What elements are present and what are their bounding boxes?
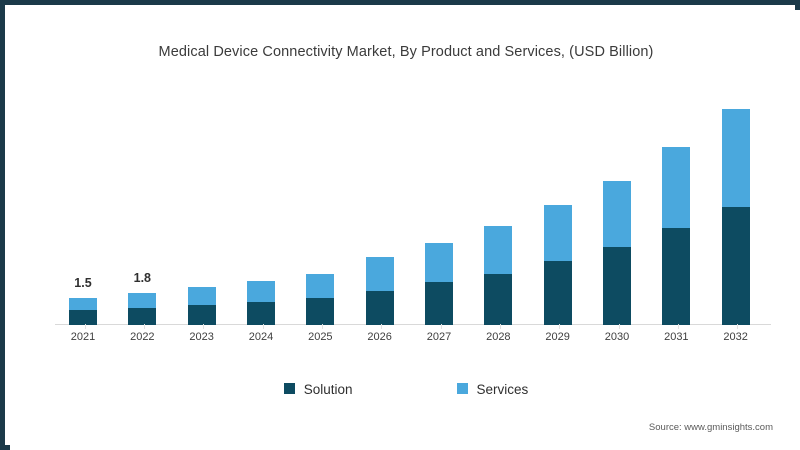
bar-group-2027[interactable]	[411, 86, 467, 325]
chart-canvas: Medical Device Connectivity Market, By P…	[10, 10, 800, 450]
bar-stack[interactable]	[484, 226, 513, 325]
source-note: Source: www.gminsights.com	[648, 422, 773, 433]
bar-segment-solution[interactable]	[721, 207, 750, 325]
bar-segment-solution[interactable]	[306, 298, 335, 325]
x-tick-mark	[500, 324, 501, 329]
x-axis-label-2030: 2030	[604, 331, 630, 343]
x-tick-mark	[262, 324, 264, 329]
bar-segment-solution[interactable]	[543, 261, 572, 325]
bar-group-2025[interactable]	[292, 86, 348, 325]
bar-stack[interactable]	[128, 292, 157, 325]
x-tick-mark	[737, 324, 739, 329]
x-axis-label-2025: 2025	[308, 331, 333, 343]
bar-segment-solution[interactable]	[247, 302, 275, 325]
bar-stack[interactable]	[306, 274, 335, 325]
bar-segment-solution[interactable]	[128, 308, 157, 325]
bar-segment-services[interactable]	[247, 280, 275, 302]
bar-stack[interactable]	[247, 280, 275, 325]
x-tick-mark	[203, 324, 205, 329]
bar-stack[interactable]	[721, 109, 750, 325]
bar-group-2031[interactable]	[648, 86, 704, 325]
bar-segment-services[interactable]	[484, 226, 513, 275]
bar-group-2024[interactable]	[233, 86, 289, 325]
bar-stack[interactable]	[543, 205, 572, 325]
chart-title: Medical Device Connectivity Market, By P…	[158, 44, 654, 60]
x-axis-label-2023: 2023	[189, 331, 214, 343]
chart-legend: Solution Services	[11, 381, 800, 397]
bar-value-label-2021: 1.5	[74, 276, 92, 291]
bar-segment-services[interactable]	[187, 287, 216, 306]
bar-segment-services[interactable]	[543, 205, 572, 262]
bar-stack[interactable]	[603, 181, 631, 325]
x-axis-label-2031: 2031	[664, 331, 689, 343]
x-axis-label-2024: 2024	[248, 331, 274, 343]
x-tick-mark	[381, 324, 383, 329]
x-tick-mark	[618, 324, 620, 329]
legend-item-services[interactable]: Services	[456, 381, 529, 397]
x-axis-label-2026: 2026	[367, 331, 392, 343]
x-tick-mark	[322, 324, 323, 329]
bar-segment-solution[interactable]	[484, 274, 513, 325]
bar-group-2030[interactable]	[589, 86, 645, 325]
bar-segment-services[interactable]	[662, 147, 691, 229]
bar-group-2032[interactable]	[708, 86, 764, 325]
bar-segment-services[interactable]	[306, 274, 335, 299]
legend-label-services: Services	[476, 381, 529, 397]
bar-segment-solution[interactable]	[187, 305, 216, 325]
bar-segment-solution[interactable]	[365, 291, 394, 325]
bar-stack[interactable]	[425, 243, 453, 325]
bar-segment-services[interactable]	[128, 292, 157, 309]
bar-group-2028[interactable]	[470, 86, 526, 325]
bar-stack[interactable]	[365, 257, 394, 325]
x-axis-label-2028: 2028	[486, 331, 511, 343]
bar-group-2029[interactable]	[530, 86, 586, 325]
bar-value-label-2022: 1.8	[133, 270, 152, 285]
square-swatch-icon	[283, 382, 295, 394]
x-tick-mark	[144, 324, 145, 329]
x-axis-label-2027: 2027	[426, 331, 452, 343]
bar-group-2021[interactable]	[55, 86, 111, 325]
bar-group-2023[interactable]	[174, 86, 230, 325]
bar-stack[interactable]	[187, 287, 216, 325]
bar-segment-services[interactable]	[69, 298, 97, 311]
bar-segment-solution[interactable]	[662, 228, 691, 325]
x-tick-mark	[559, 324, 561, 329]
axis-baseline	[55, 324, 771, 325]
bar-group-2022[interactable]	[114, 86, 170, 325]
x-axis-label-2021: 2021	[70, 331, 96, 343]
bar-segment-services[interactable]	[425, 243, 453, 283]
x-axis-label-2029: 2029	[545, 331, 570, 343]
bar-segment-services[interactable]	[365, 257, 394, 292]
x-tick-mark	[678, 324, 679, 329]
legend-label-solution: Solution	[303, 381, 353, 397]
bar-stack[interactable]	[69, 298, 97, 325]
bar-group-2026[interactable]	[352, 86, 408, 325]
x-tick-mark	[84, 324, 86, 329]
bar-segment-services[interactable]	[603, 181, 631, 248]
x-axis-label-2022: 2022	[130, 331, 155, 343]
bar-segment-solution[interactable]	[425, 282, 453, 325]
bar-segment-solution[interactable]	[603, 247, 631, 325]
bar-segment-solution[interactable]	[69, 310, 97, 325]
legend-item-solution[interactable]: Solution	[283, 381, 353, 397]
square-swatch-icon	[456, 382, 468, 394]
x-axis-label-2032: 2032	[723, 331, 748, 343]
bar-segment-services[interactable]	[721, 109, 750, 208]
x-tick-mark	[440, 324, 442, 329]
bar-stack[interactable]	[662, 147, 691, 325]
